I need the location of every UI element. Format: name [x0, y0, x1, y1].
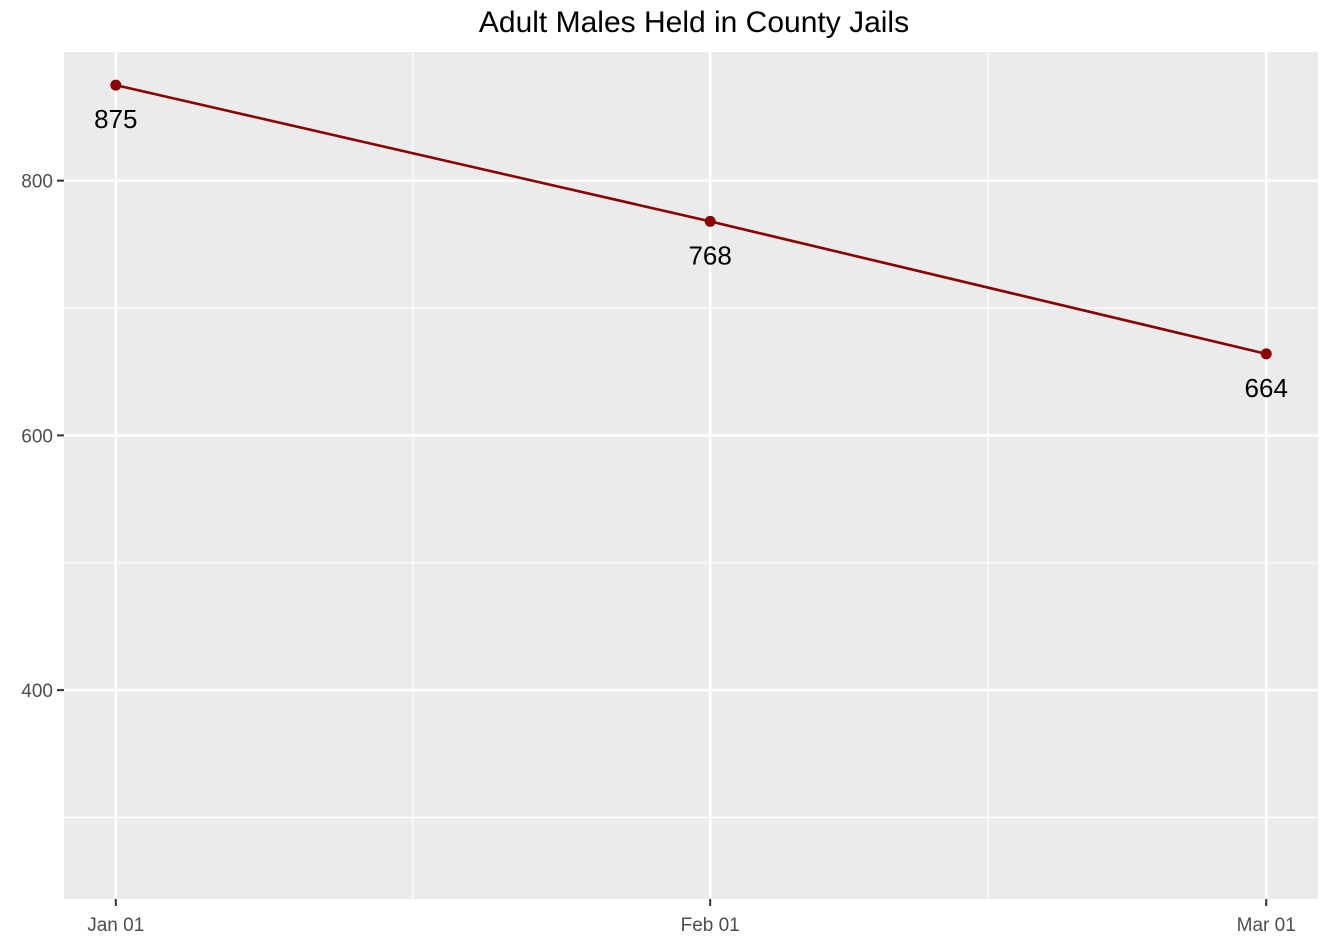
- y-tick-label: 600: [21, 426, 53, 447]
- y-tick-label: 400: [21, 681, 53, 702]
- x-tick-label: Feb 01: [681, 915, 740, 936]
- chart-title: Adult Males Held in County Jails: [479, 6, 909, 39]
- grid-lines: [64, 52, 1318, 899]
- data-label: 768: [688, 240, 731, 270]
- data-label: 664: [1245, 373, 1288, 403]
- data-labels: 875 768 664: [94, 104, 1288, 403]
- x-tick-label: Mar 01: [1237, 915, 1296, 936]
- series-line-layer: [110, 79, 1272, 360]
- axes: 400 600 800 Jan 01 Feb 01 Mar 01: [21, 172, 1296, 936]
- data-point: [704, 215, 716, 227]
- data-label: 875: [94, 104, 137, 134]
- data-point: [1260, 348, 1272, 360]
- data-point: [110, 79, 122, 91]
- y-tick-label: 800: [21, 172, 53, 193]
- plot-panel: [64, 52, 1318, 899]
- x-tick-label: Jan 01: [87, 915, 144, 936]
